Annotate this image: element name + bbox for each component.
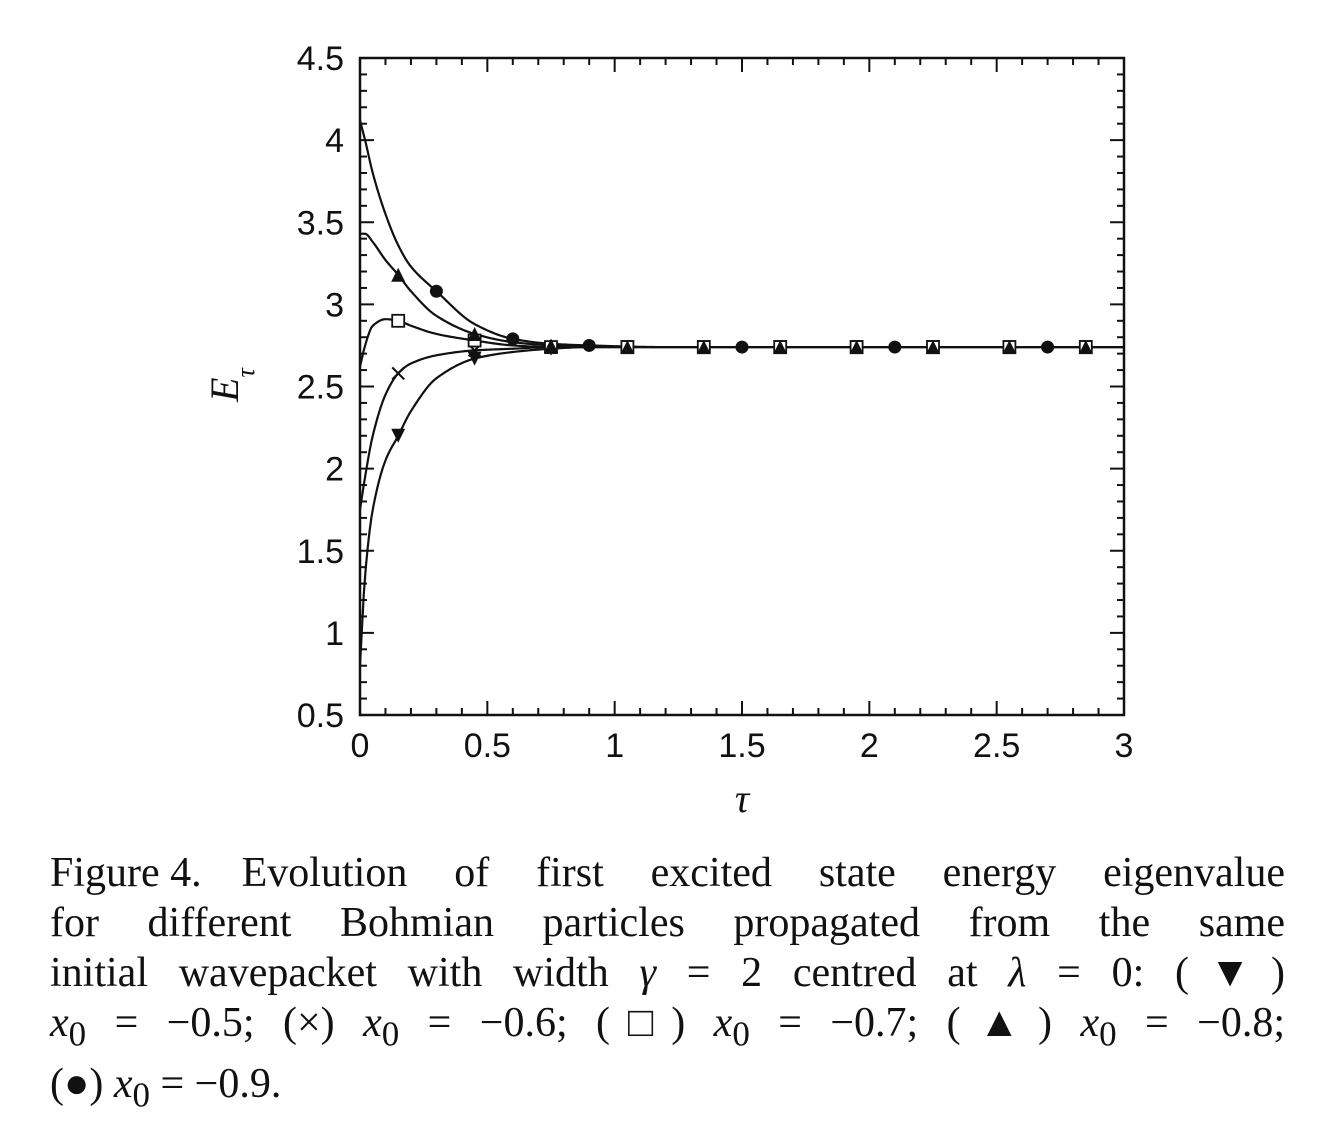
marker-triangle-up — [544, 338, 558, 353]
x0-value-5: = −0.9. — [150, 1061, 282, 1108]
x0-symbol: x — [50, 1000, 69, 1046]
y-tick-label: 1.5 — [297, 533, 344, 571]
marker-circle — [1041, 340, 1055, 354]
marker-circle — [506, 332, 520, 346]
marker-circle — [888, 340, 902, 354]
caption-text-5: (●) — [50, 1061, 114, 1108]
marker-triangle-down — [391, 428, 406, 443]
y-tick-label: 2.5 — [297, 369, 344, 407]
x0-subscript: 0 — [1099, 1014, 1117, 1054]
x-tick-label: 0 — [351, 727, 370, 765]
x0-value-3: = −0.7; (▲) — [749, 1000, 1081, 1046]
marker-square — [391, 313, 406, 328]
marker-triangle-up — [620, 340, 635, 355]
marker-triangle-up — [1002, 340, 1017, 355]
y-axis-title-main: E — [202, 377, 247, 402]
x0-symbol: x — [713, 1000, 733, 1046]
plot-frame — [358, 56, 1126, 717]
y-tick-label: 4 — [325, 122, 344, 160]
figure-caption: Figure 4. Evolution of first excited stat… — [50, 848, 1285, 1121]
x-tick-label: 1.5 — [718, 727, 765, 765]
figure-label: Figure 4. — [50, 850, 202, 896]
x0-value-2: = −0.6; (□) — [399, 1000, 714, 1046]
caption-line-2: for different Bohmian particles propagat… — [50, 900, 1285, 946]
marker-cross-stroke — [391, 366, 405, 381]
x-tick-label: 2.5 — [973, 727, 1020, 765]
x-tick-label: 1 — [605, 727, 624, 765]
x0-value-1: = −0.5; (×) — [86, 1000, 364, 1046]
series-markers — [391, 267, 1093, 443]
x0-symbol: x — [363, 1000, 382, 1046]
caption-line-1: Figure 4. Evolution of first excited stat… — [50, 848, 1285, 898]
series-line — [358, 120, 1124, 349]
x0-symbol: x — [113, 1061, 133, 1108]
gamma-symbol: γ — [639, 950, 657, 996]
x-axis-title: τ — [735, 776, 751, 821]
y-tick-label: 4.5 — [297, 40, 344, 78]
caption-line-5: (●) x0 = −0.9. — [50, 1059, 1285, 1120]
y-axis-title-subscript: τ — [231, 366, 260, 377]
x0-subscript: 0 — [132, 1075, 151, 1115]
marker-triangle-up — [849, 340, 864, 355]
marker-cross — [391, 366, 405, 381]
x-tick-labels: 0 0.5 1 1.5 2 2.5 3 — [351, 727, 1134, 765]
lambda-symbol: λ — [1008, 950, 1027, 996]
x-tick-label: 2 — [860, 727, 879, 765]
y-tick-label: 3 — [325, 286, 344, 324]
caption-line-4: x0 = −0.5; (×) x0 = −0.6; (□) x0 = −0.7;… — [50, 998, 1285, 1059]
chart: 0 0.5 1 1.5 2 2.5 3 0.511.522.533.544.5 τ Eτ — [202, 40, 1134, 821]
x-tick-label: 0.5 — [464, 727, 511, 765]
caption-text-3: initial wavepacket with width — [50, 950, 640, 996]
marker-triangle-up — [467, 326, 482, 341]
y-tick-label: 2 — [325, 451, 344, 489]
marker-triangle-up — [696, 340, 711, 355]
y-axis-title: Eτ — [202, 366, 260, 402]
series-line — [358, 345, 1124, 510]
x0-subscript: 0 — [68, 1014, 87, 1054]
y-tick-labels: 0.5 1 1.5 2 2.5 3 3.5 4 4.5 — [297, 40, 344, 735]
x0-value-4: = −0.8; — [1116, 1000, 1286, 1046]
marker-circle — [582, 338, 596, 352]
lambda-equation: = 0: (▼) — [1026, 950, 1285, 996]
marker-circle — [735, 340, 749, 354]
x0-subscript: 0 — [381, 1014, 400, 1054]
marker-triangle-up — [773, 340, 788, 355]
svg-text:Eτ: Eτ — [202, 366, 260, 402]
marker-triangle-up — [1078, 340, 1093, 355]
y-tick-label: 3.5 — [297, 204, 344, 242]
x-tick-label: 3 — [1115, 727, 1134, 765]
series-line — [358, 345, 1124, 666]
marker-triangle-up — [391, 267, 406, 282]
x0-symbol: x — [1080, 1000, 1100, 1046]
series-lines — [358, 120, 1124, 666]
gamma-equation: = 2 centred at — [656, 950, 1009, 996]
y-tick-label: 0.5 — [297, 697, 344, 735]
caption-line-3: initial wavepacket with width γ = 2 cent… — [50, 948, 1285, 998]
marker-circle — [429, 284, 443, 298]
y-tick-label: 1 — [325, 615, 344, 653]
marker-triangle-up — [926, 340, 940, 355]
caption-text-1: Evolution of first excited state energy … — [241, 850, 1285, 896]
marker-triangle-down — [467, 351, 482, 366]
axis-ticks — [359, 57, 1125, 716]
x0-subscript: 0 — [732, 1014, 750, 1054]
